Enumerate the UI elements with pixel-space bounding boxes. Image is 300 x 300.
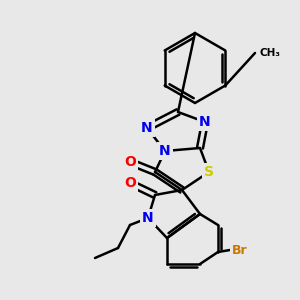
Text: S: S [204, 165, 214, 179]
Text: N: N [199, 115, 211, 129]
Text: N: N [141, 121, 153, 135]
Text: O: O [124, 176, 136, 190]
Text: O: O [124, 155, 136, 169]
Text: CH₃: CH₃ [260, 48, 281, 58]
Text: Br: Br [232, 244, 248, 256]
Text: N: N [142, 211, 154, 225]
Text: N: N [159, 144, 171, 158]
